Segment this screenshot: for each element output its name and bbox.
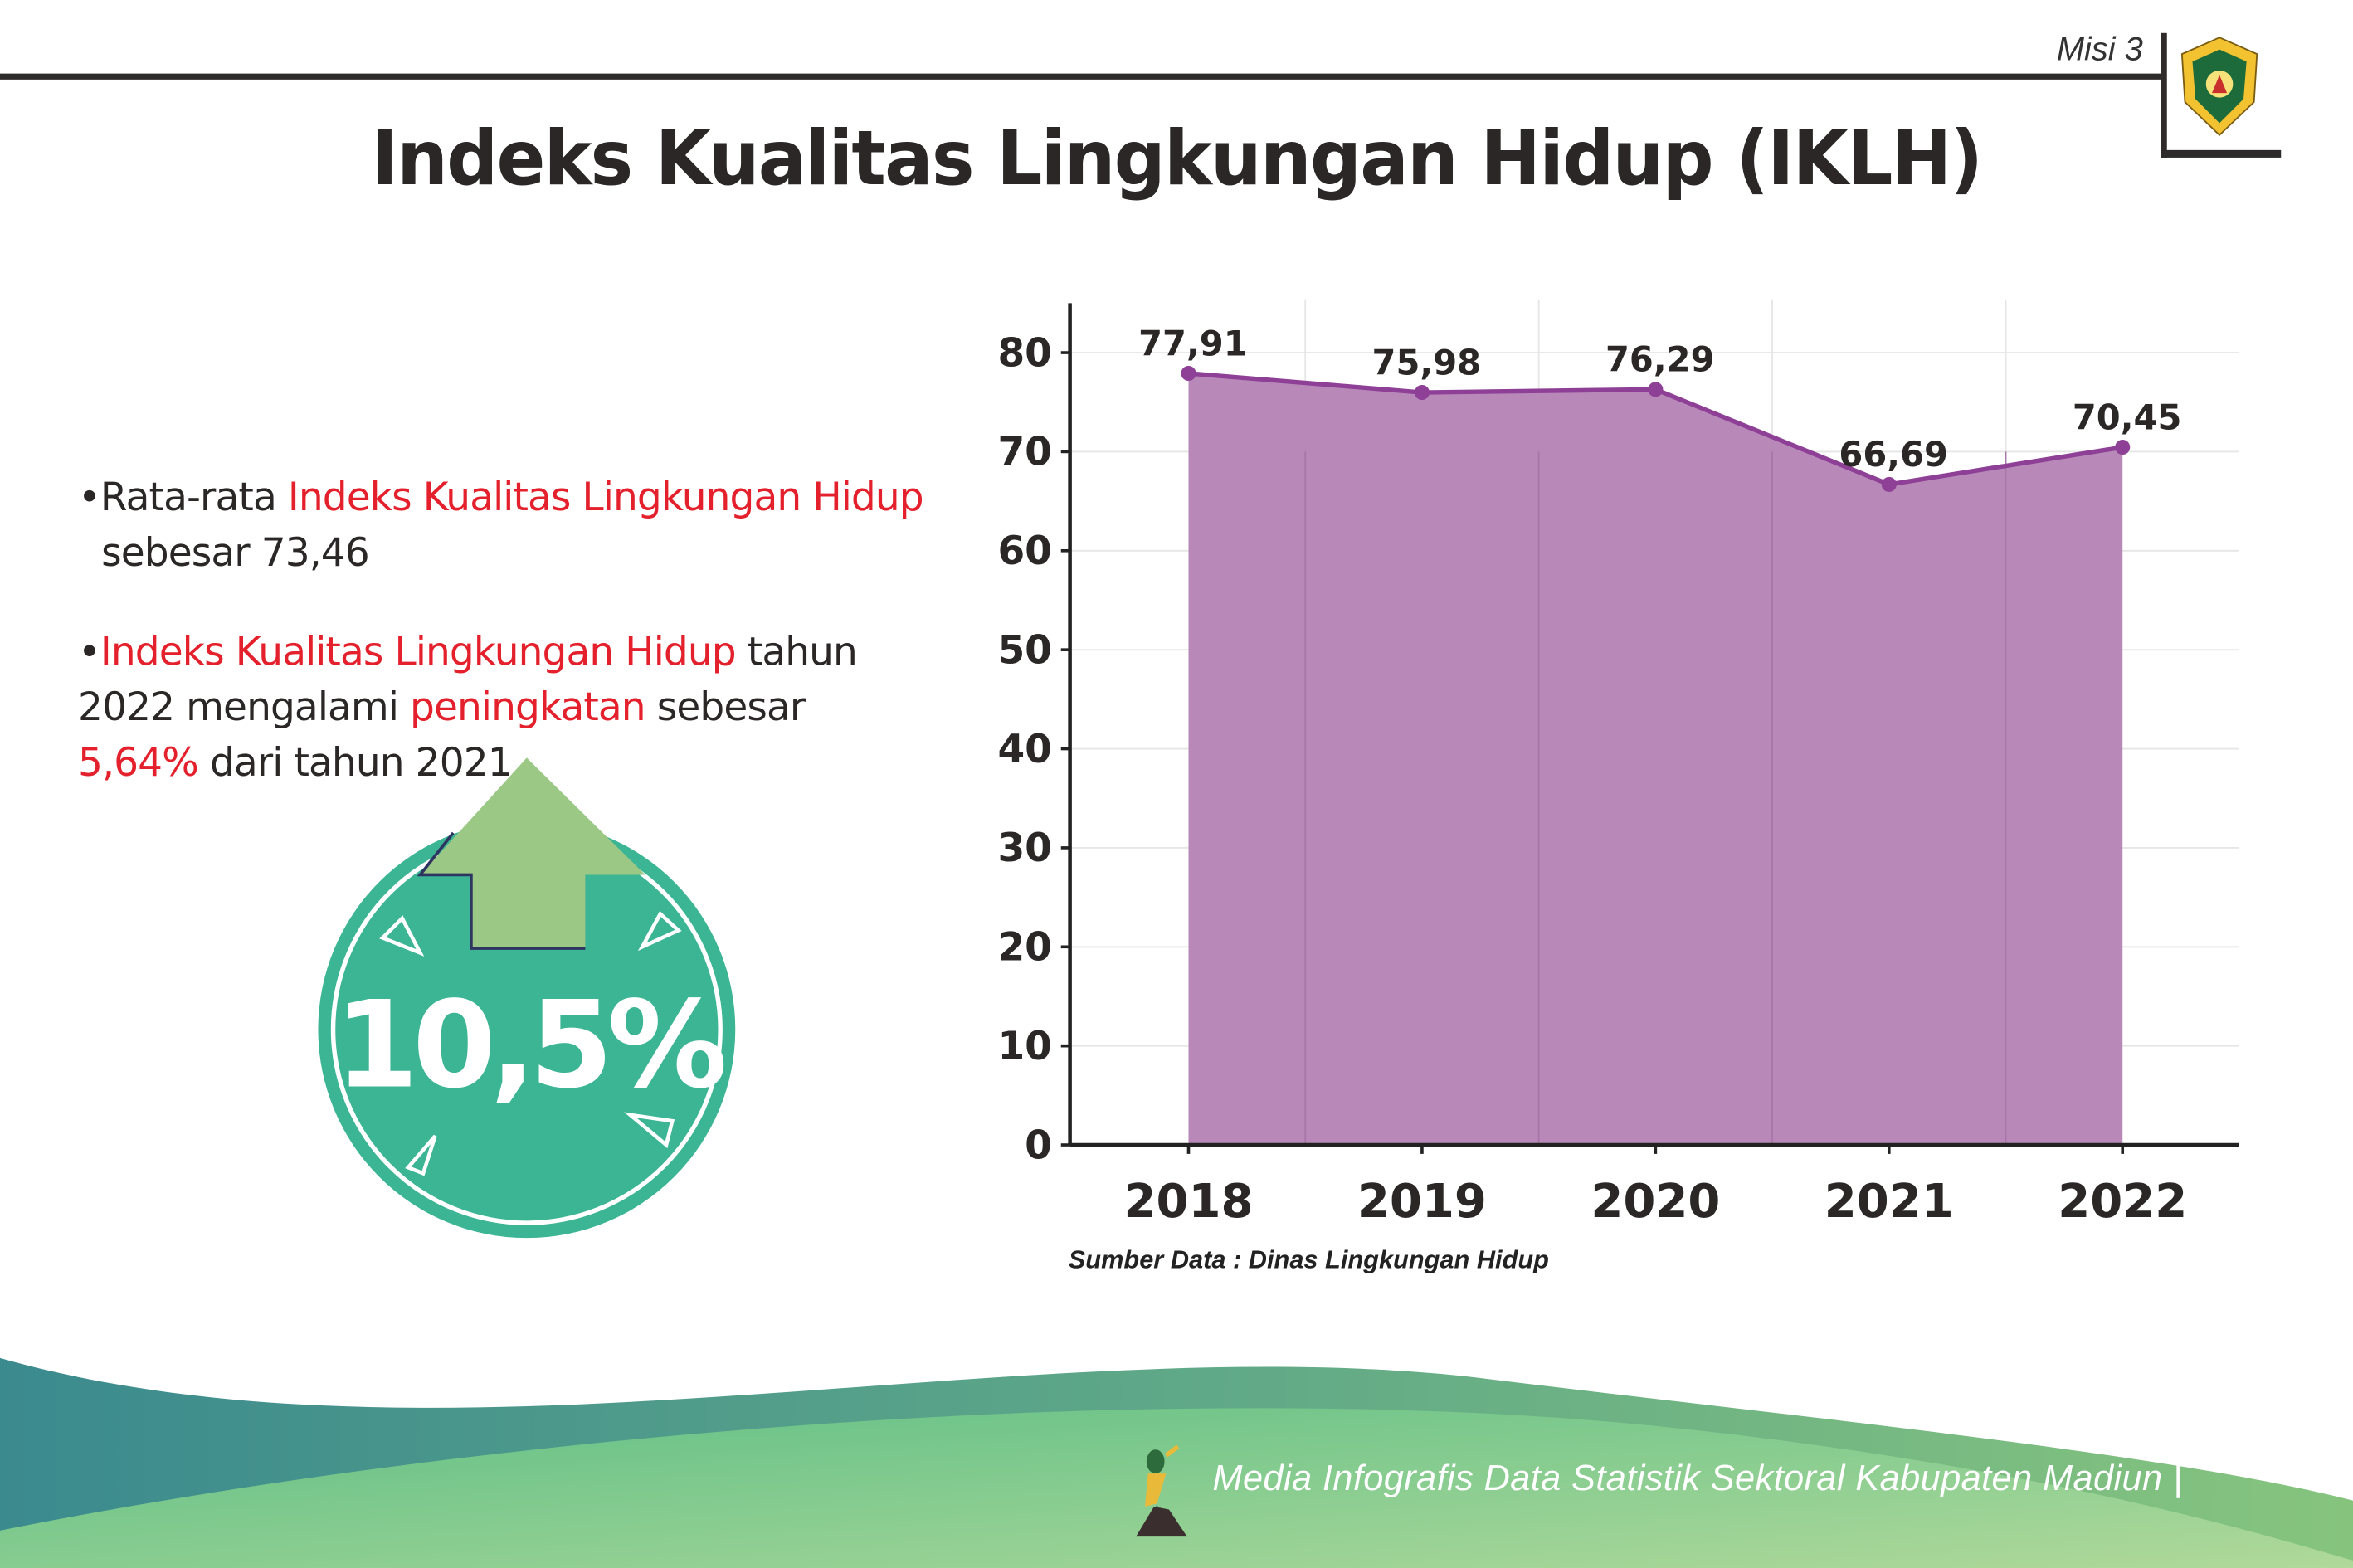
data-label: 66,69	[1839, 434, 1948, 475]
data-point	[1181, 365, 1196, 382]
arrow-up-icon	[417, 757, 645, 950]
sparkle-icons	[379, 910, 682, 1176]
x-tick-label: 2018	[1123, 1175, 1253, 1229]
x-tick-label: 2022	[2058, 1175, 2187, 1229]
data-label: 77,91	[1138, 323, 1248, 363]
bullet-average: •Rata-rata Indeks Kualitas Lingkungan Hi…	[78, 475, 924, 577]
page-title: Indeks Kualitas Lingkungan Hidup (IKLH)	[371, 114, 1983, 203]
data-label: 70,45	[2073, 397, 2182, 437]
y-tick-label: 50	[997, 627, 1051, 673]
header-rule	[0, 73, 2165, 80]
x-tick-label: 2020	[1591, 1175, 1720, 1229]
area-fill	[1188, 373, 2123, 1146]
logo-frame	[2161, 32, 2282, 158]
data-point	[1881, 476, 1897, 492]
y-tick-label: 10	[997, 1024, 1051, 1069]
data-point	[1414, 384, 1430, 401]
statistics-mascot-icon	[1136, 1444, 1187, 1537]
badge-value: 10,5%	[334, 975, 728, 1115]
y-tick-label: 0	[1025, 1122, 1052, 1168]
bullet-increase: •Indeks Kualitas Lingkungan Hidup tahun …	[78, 630, 858, 786]
footer-wave	[0, 1357, 2353, 1568]
x-tick-label: 2021	[1824, 1175, 1954, 1229]
iklh-area-chart: 0 10 20 30 40 50 60 70 80 77,91 2018 75,98 2019 76,29…	[997, 299, 2239, 1229]
y-tick-label: 70	[997, 430, 1051, 475]
y-tick-label: 40	[997, 727, 1051, 772]
y-tick-label: 60	[997, 528, 1051, 574]
misi-label: Misi 3	[2056, 30, 2143, 68]
badge-circle	[318, 821, 736, 1239]
data-point	[2115, 440, 2131, 455]
y-tick-label: 30	[997, 825, 1051, 871]
footer-tagline: Media Infografis Data Statistik Sektoral…	[1212, 1458, 2183, 1499]
data-label: 75,98	[1372, 342, 1482, 382]
kabupaten-madiun-logo	[2180, 37, 2258, 137]
source-note: Sumber Data : Dinas Lingkungan Hidup	[1068, 1245, 1549, 1274]
data-point	[1648, 382, 1664, 397]
y-tick-label: 80	[997, 330, 1051, 376]
data-label: 76,29	[1605, 339, 1715, 380]
growth-badge	[318, 757, 736, 1239]
y-tick-label: 20	[997, 925, 1051, 971]
x-tick-label: 2019	[1357, 1175, 1487, 1229]
